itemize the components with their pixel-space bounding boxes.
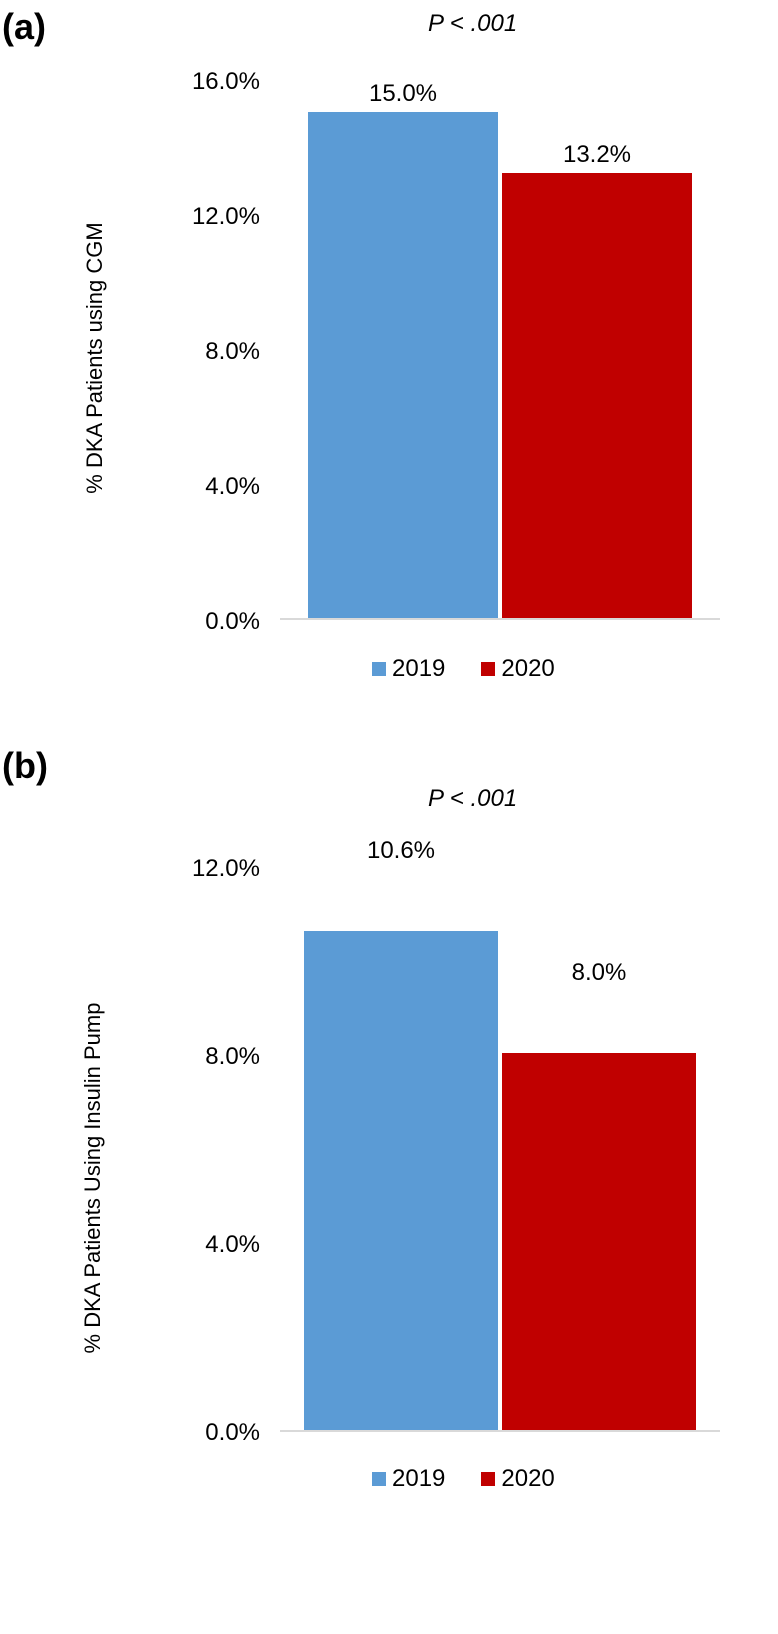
panel-b-pvalue: P < .001 [428,785,517,813]
panel-b-legend-item-2020: 2020 [481,1465,554,1493]
panel-a: (a) P < .001 % DKA Patients using CGM 16… [0,0,778,745]
panel-b-legend-item-2019: 2019 [372,1465,445,1493]
figure-container: (a) P < .001 % DKA Patients using CGM 16… [0,0,778,1634]
panel-b-barlabel-2019: 10.6% [304,837,498,865]
panel-b: (b) P < .001 % DKA Patients Using Insuli… [0,745,778,1634]
panel-a-label: (a) [2,6,46,48]
panel-a-legend-item-2020: 2020 [481,655,554,683]
panel-a-ytick-2: 8.0% [170,338,260,366]
panel-a-legend-item-2019: 2019 [372,655,445,683]
panel-a-ylabel: % DKA Patients using CGM [82,218,108,498]
legend-swatch-2019-icon [372,1472,386,1486]
panel-b-ytick-1: 8.0% [170,1043,260,1071]
legend-swatch-2019-icon [372,662,386,676]
panel-b-legend-label-2019: 2019 [392,1465,445,1493]
panel-a-ytick-1: 12.0% [170,203,260,231]
panel-b-legend: 2019 2020 [372,1465,555,1493]
legend-swatch-2020-icon [481,1472,495,1486]
panel-a-ytick-4: 0.0% [170,608,260,636]
panel-b-ytick-3: 0.0% [170,1419,260,1447]
panel-a-legend: 2019 2020 [372,655,555,683]
panel-b-label: (b) [2,745,48,787]
panel-a-pvalue: P < .001 [428,10,517,38]
panel-a-ytick-0: 16.0% [170,68,260,96]
panel-b-plot-area [280,867,720,1432]
panel-a-bar-2019 [308,112,498,618]
panel-a-barlabel-2020: 13.2% [502,141,692,169]
panel-b-ylabel: % DKA Patients Using Insulin Pump [80,993,106,1363]
panel-b-barlabel-2020: 8.0% [502,959,696,987]
panel-a-legend-label-2019: 2019 [392,655,445,683]
legend-swatch-2020-icon [481,662,495,676]
panel-b-ytick-2: 4.0% [170,1231,260,1259]
panel-a-legend-label-2020: 2020 [501,655,554,683]
panel-b-ytick-0: 12.0% [170,855,260,883]
panel-b-bar-2020 [502,1053,696,1430]
panel-a-barlabel-2019: 15.0% [308,80,498,108]
panel-b-bar-2019 [304,931,498,1430]
panel-a-bar-2020 [502,173,692,619]
panel-b-legend-label-2020: 2020 [501,1465,554,1493]
panel-a-ytick-3: 4.0% [170,473,260,501]
